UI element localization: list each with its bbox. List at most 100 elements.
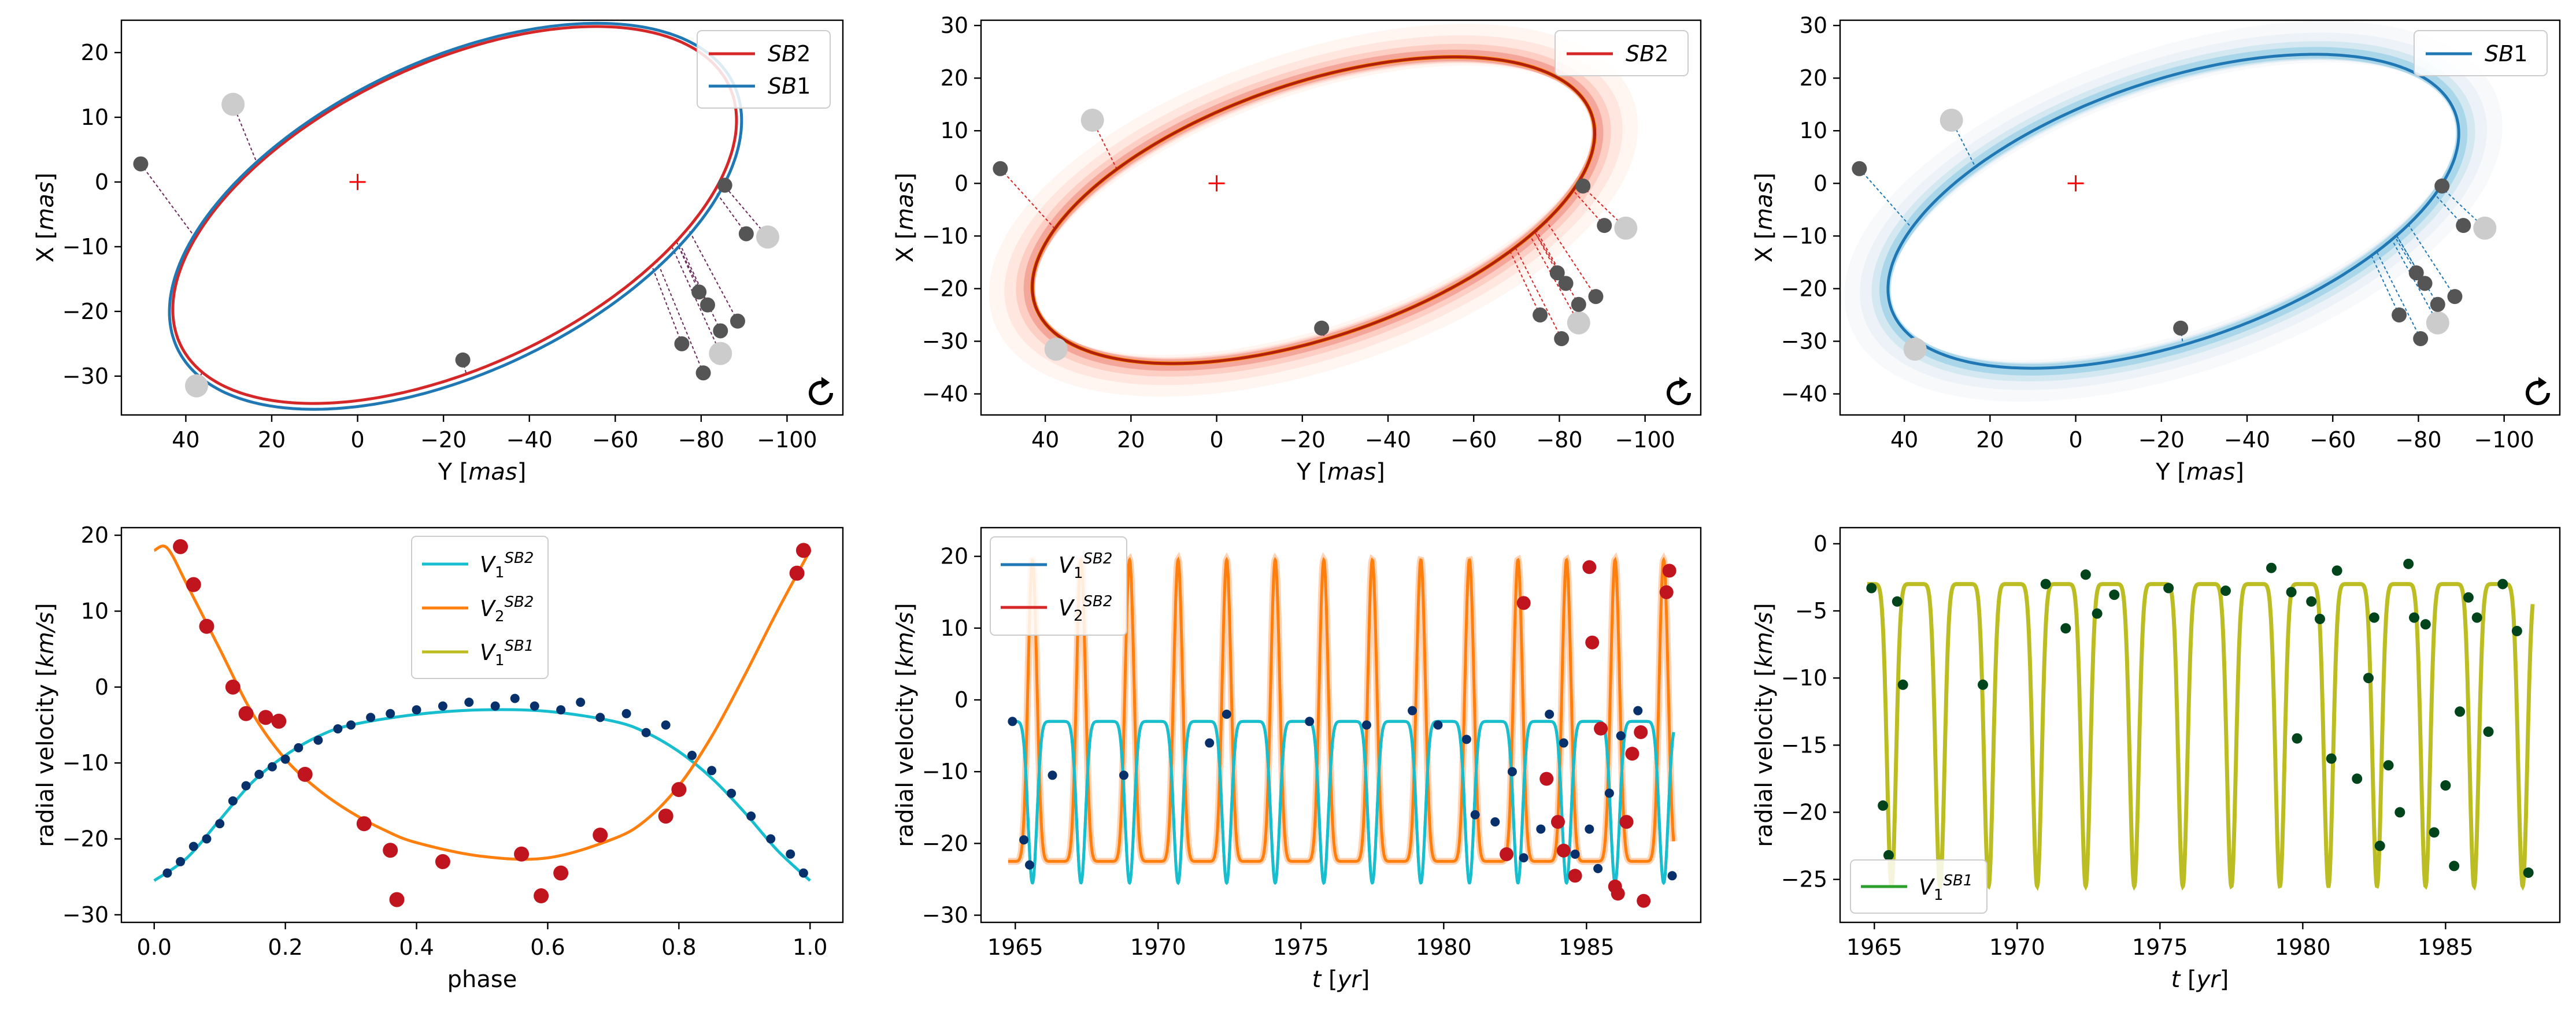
rv-sb1-point: [228, 796, 238, 806]
observed-point: [455, 352, 471, 368]
rv-sb1-point: [1519, 853, 1528, 863]
rv-sb1-point: [2092, 608, 2103, 619]
rv-sb1-point: [2326, 753, 2337, 764]
legend-frame: [1555, 30, 1689, 76]
rotation-arrow-icon: [809, 381, 833, 405]
axes-frame: [980, 526, 1702, 924]
observed-point-light: [221, 92, 245, 116]
observed-point: [1852, 161, 1867, 176]
rv-sb1-point: [1222, 709, 1231, 719]
observed-point: [1575, 178, 1591, 194]
rv-sb1-point: [1545, 709, 1555, 719]
x-tick-label: 1975: [1273, 935, 1329, 960]
residual-line: [2408, 224, 2456, 297]
y-tick-label: −10: [1781, 665, 1827, 691]
rv-sb2-point: [553, 865, 569, 881]
x-tick-label: −100: [757, 427, 817, 453]
rv-sb1-point: [1897, 679, 1908, 690]
rv-sb1-point: [202, 834, 212, 844]
rv-sb1-point: [1667, 871, 1677, 881]
observed-point: [2447, 289, 2463, 305]
residual-line: [651, 265, 683, 344]
rv-sb1-point: [1048, 770, 1057, 780]
rv-sb1-point: [798, 868, 808, 878]
rv-sb2-point: [534, 888, 549, 904]
axes-5: 1965 1970 1975 1980 1985 20 10 0 −10 −20 −30 t [yr]…: [892, 544, 1615, 993]
primary-star-marker: [349, 173, 366, 190]
x-tick-label: 1980: [2275, 935, 2331, 960]
v1-sb2-curve: [153, 708, 811, 882]
residual-line: [1950, 120, 1976, 168]
rv-sb1-point: [1470, 810, 1480, 820]
rv-sb1-point: [1408, 706, 1417, 715]
legend: V1SB2 V2SB2 V1SB1: [411, 536, 549, 679]
residual-line: [719, 180, 768, 238]
y-tick-label: −20: [62, 826, 109, 852]
rv-sb2-point: [1556, 843, 1571, 858]
y-axis-label: X [mas]: [1751, 173, 1778, 263]
rv-sb1-point: [510, 694, 520, 703]
rotation-arrow-icon: [2526, 381, 2550, 405]
x-tick-label: −60: [592, 427, 638, 453]
x-axis-label: Y [mas]: [1296, 459, 1385, 485]
rv-sb1-point: [2220, 585, 2231, 596]
rv-sb1-point: [313, 735, 323, 745]
x-tick-label: 1975: [2132, 935, 2188, 960]
rv-sb1-point: [1866, 583, 1877, 594]
y-tick-label: 20: [81, 522, 109, 548]
x-tick-label: 0: [2068, 427, 2082, 453]
y-tick-label: 0: [954, 170, 968, 196]
rv-sb1-point: [333, 724, 343, 734]
rv-sb1-point: [1507, 767, 1517, 777]
residual-line: [1545, 220, 1597, 297]
x-tick-label: 0.4: [399, 935, 434, 960]
observed-point: [1549, 265, 1565, 281]
rv-sb2-point: [186, 577, 201, 592]
orbit-posterior-band: [1860, 32, 2487, 390]
rv-sb1-point: [2331, 565, 2342, 576]
plot-area-6: [1866, 558, 2535, 891]
y-tick-label: 30: [1800, 13, 1827, 38]
rv-sb1-point: [438, 701, 447, 711]
y-tick-label: 10: [81, 105, 109, 130]
rv-sb1-point: [386, 709, 395, 718]
x-tick-label: 1965: [987, 935, 1043, 960]
rv-sb1-point: [1205, 738, 1215, 748]
rv-sb1-point: [2060, 623, 2071, 634]
rv-sb1-point: [2471, 612, 2482, 623]
orbit-posterior-band: [989, 24, 1638, 397]
rv-sb2-point: [389, 892, 405, 907]
rv-sb2-point: [1637, 893, 1651, 908]
rv-sb1-point: [1305, 717, 1315, 726]
rv-sb1-point: [1633, 706, 1643, 715]
residual-line: [1091, 120, 1117, 170]
rv-sb1-point: [687, 751, 697, 761]
x-tick-label: −20: [1279, 427, 1326, 453]
legend-label: V1SB1: [1919, 872, 1972, 904]
legend-frame: [411, 536, 549, 679]
rv-sb1-point: [176, 856, 186, 866]
x-tick-label: 1985: [1559, 935, 1615, 960]
y-tick-label: −30: [62, 902, 109, 928]
y-axis-label: radial velocity [km/s]: [1751, 603, 1778, 847]
rv-sb1-point: [2363, 673, 2374, 684]
y-tick-label: −30: [922, 329, 968, 354]
rv-sb2-point: [1585, 635, 1600, 650]
axes-frame: [1839, 526, 2561, 924]
y-tick-label: −30: [1781, 329, 1827, 354]
v2-sb2-curve: [153, 544, 812, 861]
rv-sb1-point: [1616, 731, 1626, 741]
x-tick-label: 1980: [1416, 935, 1472, 960]
rv-sb1-point: [1461, 735, 1471, 744]
x-tick-label: 0: [350, 427, 364, 453]
observed-point: [133, 156, 149, 172]
residual-line: [2371, 255, 2400, 316]
observed-point-light: [1567, 311, 1590, 335]
orbit-sb1: [1886, 53, 2460, 370]
residual-line: [677, 239, 721, 331]
residual-line: [714, 190, 747, 235]
x-tick-label: −100: [2474, 427, 2534, 453]
observed-point: [993, 161, 1008, 176]
y-tick-label: 0: [954, 687, 968, 713]
rv-sb1-point: [727, 788, 736, 798]
